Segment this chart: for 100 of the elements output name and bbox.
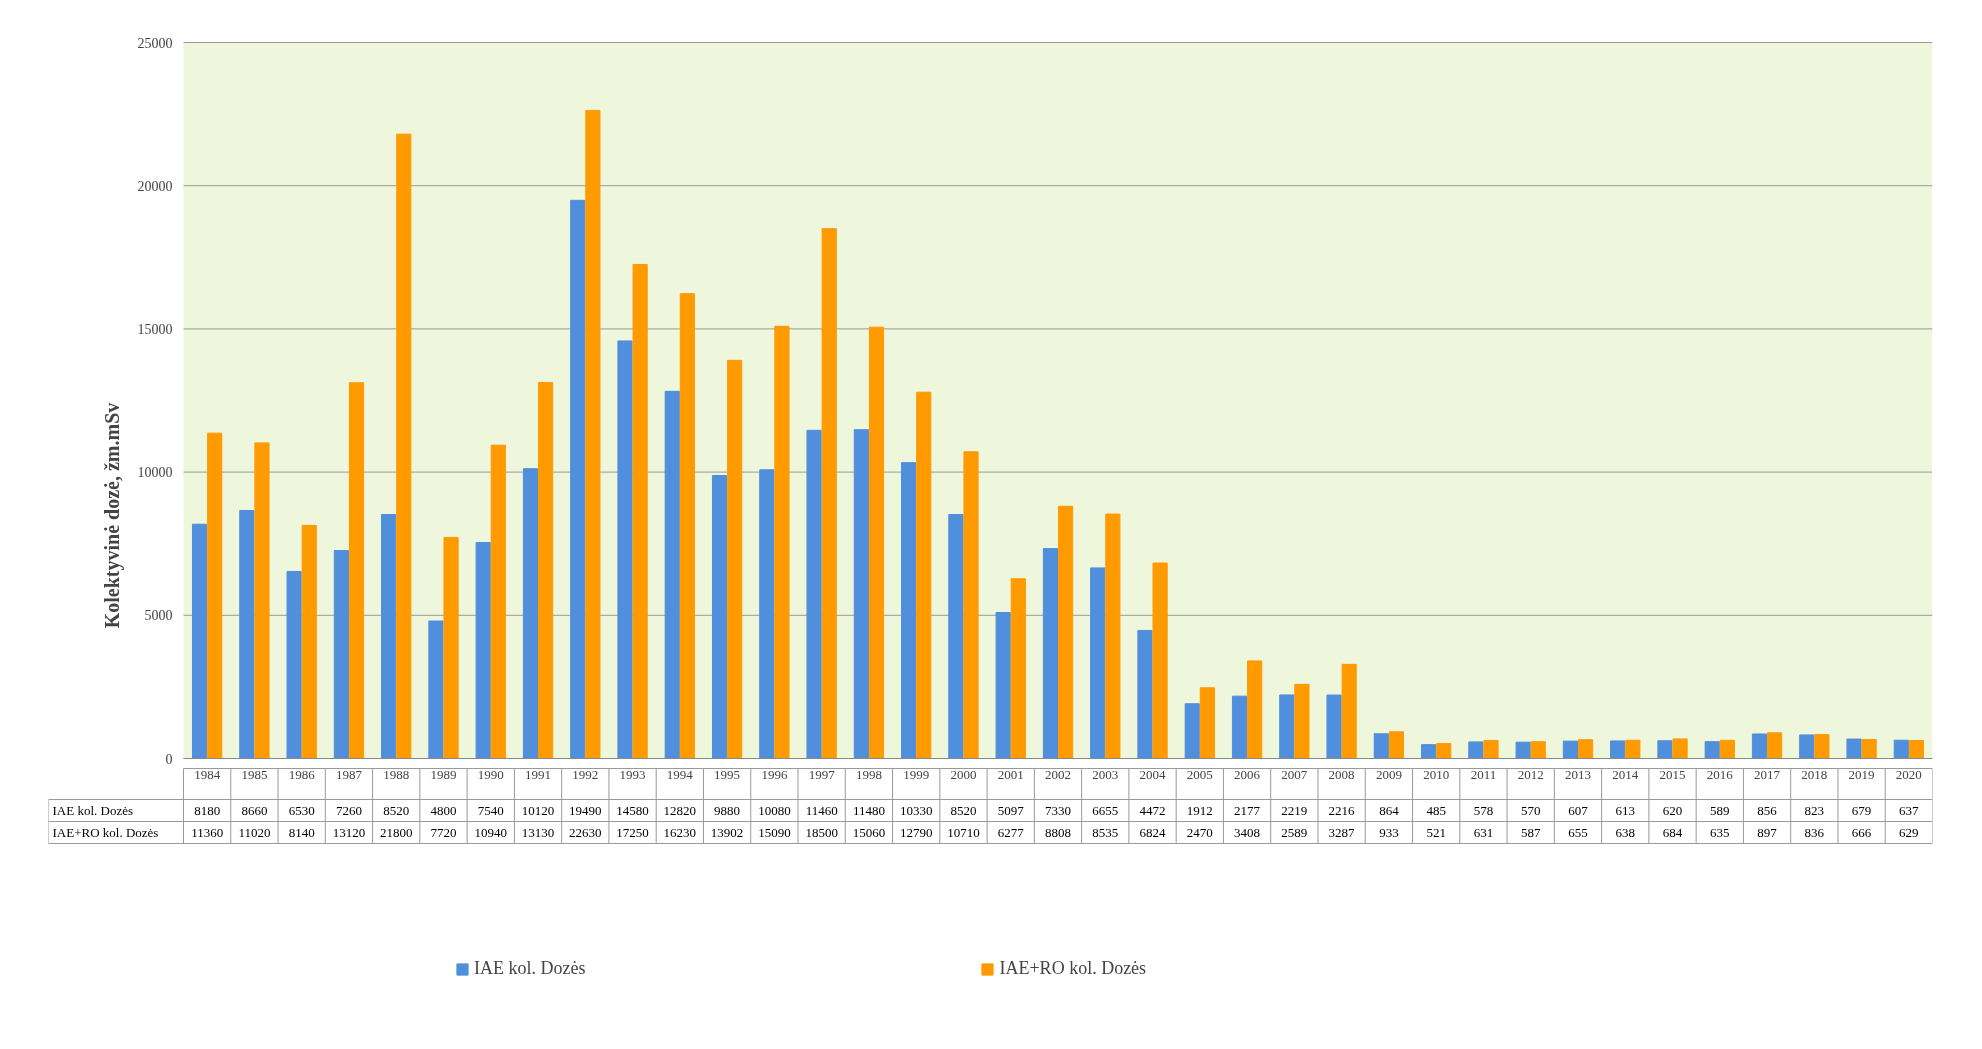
bar <box>1341 663 1357 759</box>
bar <box>995 612 1011 759</box>
x-tick-label: 1996 <box>761 766 788 782</box>
bar <box>711 475 728 759</box>
data-label: 11360 <box>191 824 224 840</box>
x-tick-label: 2008 <box>1328 766 1355 782</box>
data-label: 2216 <box>1328 802 1356 818</box>
data-label: 19490 <box>569 802 602 818</box>
x-tick-label: 2011 <box>1470 766 1497 782</box>
bar <box>916 391 932 759</box>
bar <box>239 509 255 759</box>
bar <box>963 451 979 759</box>
data-label: 6824 <box>1139 824 1167 840</box>
data-label: 10330 <box>899 802 933 818</box>
data-label: 2470 <box>1186 824 1213 840</box>
bar <box>1199 687 1215 759</box>
bar <box>475 542 491 759</box>
data-label: 14580 <box>616 802 649 818</box>
bar <box>381 513 397 759</box>
data-label: 11460 <box>805 802 838 818</box>
x-tick-label: 1998 <box>855 766 882 782</box>
x-tick-label: 1992 <box>572 766 599 782</box>
x-tick-label: 2006 <box>1234 766 1261 782</box>
data-label: 578 <box>1473 802 1494 818</box>
bar <box>868 326 885 759</box>
data-label: 21800 <box>379 824 413 840</box>
bar <box>1231 695 1248 759</box>
bar <box>727 359 743 759</box>
y-tick-label: 10000 <box>137 465 173 481</box>
text: IAE kol. Dozės <box>52 803 134 818</box>
bar <box>1468 741 1484 759</box>
x-tick-label: 1995 <box>714 766 741 782</box>
bar <box>191 523 208 759</box>
data-label: 4472 <box>1139 802 1166 818</box>
data-label: 11480 <box>852 802 885 818</box>
x-tick-label: 1990 <box>477 766 504 782</box>
data-label: 9880 <box>714 802 741 818</box>
bar <box>254 442 270 759</box>
data-label: 635 <box>1710 824 1730 840</box>
bar <box>301 524 317 759</box>
x-tick-label: 2002 <box>1045 766 1071 782</box>
bar <box>1657 740 1673 759</box>
y-tick-label: 25000 <box>137 35 173 51</box>
bar <box>396 133 412 759</box>
bar <box>1388 731 1405 759</box>
bar <box>821 228 837 759</box>
data-label: 8808 <box>1045 824 1071 840</box>
x-tick-label: 1989 <box>430 766 457 782</box>
bar <box>1279 694 1295 759</box>
x-tick-label: 2016 <box>1706 766 1734 782</box>
bar <box>1846 738 1862 759</box>
data-label: 13130 <box>521 824 555 840</box>
data-label: 16230 <box>663 824 697 840</box>
bar <box>1704 741 1720 759</box>
bar <box>806 429 822 759</box>
data-label: 1912 <box>1186 802 1213 818</box>
bar <box>1010 578 1026 759</box>
x-tick-label: 2012 <box>1517 766 1544 782</box>
bar <box>570 199 586 759</box>
data-label: 679 <box>1851 802 1872 818</box>
data-label: 8140 <box>288 824 315 840</box>
data-label: 2589 <box>1281 824 1308 840</box>
bar <box>428 620 444 759</box>
data-label: 631 <box>1473 824 1494 840</box>
bar <box>1421 744 1437 759</box>
data-label: 684 <box>1662 824 1683 840</box>
x-tick-label: 1993 <box>619 766 646 782</box>
bar <box>585 109 601 759</box>
data-label: 8520 <box>950 802 977 818</box>
bar <box>1610 740 1626 759</box>
data-label: 589 <box>1710 802 1730 818</box>
data-label: 12790 <box>899 824 933 840</box>
data-label: 15060 <box>852 824 886 840</box>
data-label: 4800 <box>430 802 457 818</box>
data-label: 6277 <box>997 824 1025 840</box>
data-label: 6530 <box>288 802 315 818</box>
data-label: 655 <box>1568 824 1588 840</box>
bar <box>759 469 775 759</box>
bar <box>1625 739 1641 759</box>
data-label: 521 <box>1426 824 1446 840</box>
y-tick-label: 15000 <box>137 321 173 337</box>
data-label: 22630 <box>569 824 602 840</box>
data-label: 13120 <box>332 824 366 840</box>
x-tick-label: 2000 <box>950 766 977 782</box>
x-tick-label: 2010 <box>1423 766 1450 782</box>
bar <box>1184 703 1200 759</box>
bar <box>490 444 506 759</box>
data-label: 8660 <box>241 802 268 818</box>
data-label: 10080 <box>758 802 791 818</box>
bar <box>853 429 869 759</box>
data-label: 8180 <box>194 802 221 818</box>
data-label: 5097 <box>997 802 1025 818</box>
data-label: 15090 <box>758 824 791 840</box>
bar <box>1908 739 1925 759</box>
data-label: 836 <box>1804 824 1825 840</box>
data-label: 570 <box>1520 802 1541 818</box>
x-tick-label: 2020 <box>1895 766 1922 782</box>
bar <box>1767 732 1783 759</box>
x-tick-label: 1987 <box>335 766 363 782</box>
bar <box>679 293 695 759</box>
